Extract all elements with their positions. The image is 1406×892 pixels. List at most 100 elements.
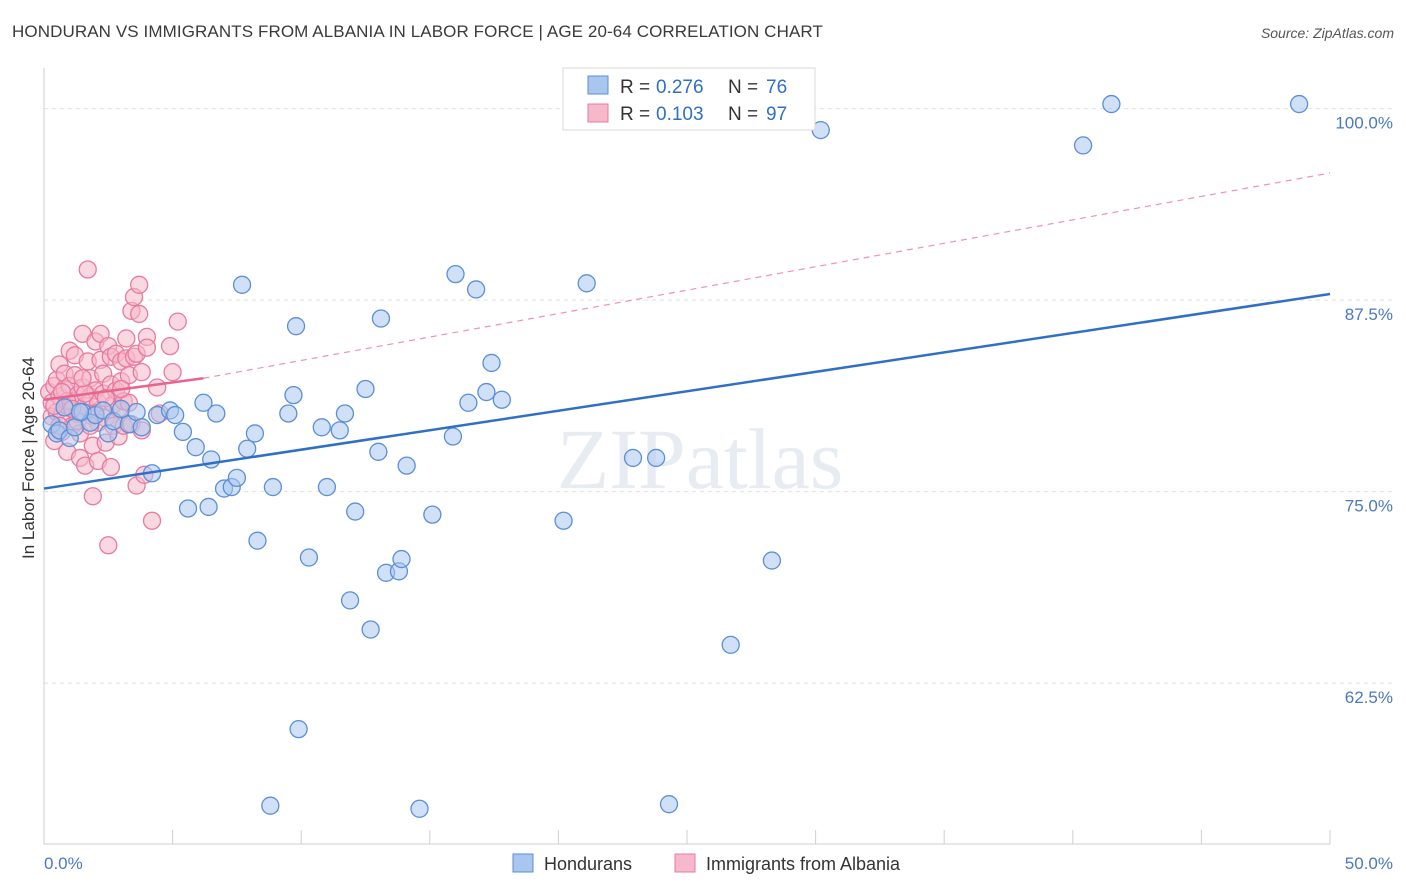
honduran-point	[112, 399, 131, 419]
trend-lines	[43, 172, 1331, 490]
series-legend-label-hondurans: Hondurans	[544, 854, 632, 874]
chart-source: Source: ZipAtlas.com	[1260, 25, 1394, 41]
honduran-point	[279, 404, 298, 423]
albania-trend-line-extended	[203, 172, 1331, 379]
honduran-point	[577, 274, 596, 293]
honduran-point	[356, 379, 375, 399]
albania-point	[78, 260, 97, 279]
y-tick-label: 87.5%	[1345, 305, 1393, 324]
honduran-point	[127, 402, 146, 422]
honduran-point	[312, 418, 331, 437]
honduran-point	[721, 635, 740, 654]
honduran-point	[371, 309, 391, 328]
series-legend-swatch-albania	[674, 853, 696, 873]
stats-legend: R = 0.276 N = 76 R = 0.103 N = 97	[562, 67, 816, 131]
x-tick-label-min: 0.0%	[44, 854, 83, 873]
grid-lines	[44, 108, 1393, 684]
honduran-point	[361, 620, 380, 639]
legend-swatch-blue	[587, 75, 609, 95]
honduran-point	[1073, 136, 1093, 155]
honduran-point	[477, 382, 496, 402]
honduran-point	[459, 393, 478, 412]
honduran-point	[261, 796, 280, 815]
honduran-point	[482, 353, 501, 373]
honduran-point	[446, 264, 465, 284]
honduran-point	[70, 402, 90, 422]
albania-trend-line	[43, 377, 204, 401]
honduran-point	[263, 477, 283, 497]
albania-point	[130, 275, 149, 294]
honduran-point	[317, 477, 337, 497]
albania-point	[148, 378, 167, 397]
series-legend-label-albania: Immigrants from Albania	[706, 854, 901, 874]
y-tick-labels: 62.5% 75.0% 87.5% 100.0%	[1335, 114, 1393, 708]
y-tick-label: 75.0%	[1345, 497, 1393, 516]
legend-r-label-1: R =	[620, 77, 650, 98]
honduran-point	[762, 551, 782, 570]
albania-point	[73, 369, 92, 388]
honduran-point	[330, 421, 349, 440]
honduran-point	[227, 468, 247, 488]
albania-point	[117, 329, 136, 348]
albania-point	[160, 336, 180, 356]
honduran-point	[646, 448, 666, 468]
albania-point	[101, 457, 121, 477]
honduran-point	[299, 548, 319, 567]
series-legend-swatch-hondurans	[512, 853, 534, 873]
albania-point	[163, 362, 182, 382]
x-ticks	[43, 830, 1331, 844]
honduran-point	[166, 405, 185, 425]
honduran-point	[443, 427, 463, 446]
albania-point	[132, 362, 151, 382]
honduran-point	[335, 404, 355, 423]
honduran-point	[346, 502, 365, 521]
honduran-point	[65, 418, 85, 437]
legend-n-label-2: N =	[728, 104, 758, 125]
honduran-point	[207, 404, 226, 423]
albania-point	[168, 312, 187, 331]
legend-r-label-2: R =	[620, 104, 650, 125]
honduran-point	[245, 424, 265, 443]
honduran-point	[423, 505, 442, 524]
legend-r-value-1: 0.276	[656, 77, 704, 98]
honduran-point	[238, 439, 257, 458]
honduran-point	[1102, 94, 1121, 114]
honduran-point	[132, 418, 151, 437]
x-tick-label-max: 50.0%	[1345, 854, 1393, 873]
honduran-point	[340, 591, 360, 610]
watermark: ZIPatlas	[557, 411, 844, 507]
legend-n-value-2: 97	[766, 104, 787, 125]
y-tick-label: 62.5%	[1345, 688, 1393, 707]
legend-r-value-2: 0.103	[656, 104, 704, 125]
honduran-point	[554, 511, 573, 530]
honduran-point	[289, 719, 308, 739]
y-axis-label: In Labor Force | Age 20-64	[19, 357, 38, 559]
honduran-point	[392, 549, 411, 569]
honduran-point	[410, 799, 429, 818]
honduran-point	[55, 398, 74, 417]
albania-point	[83, 487, 103, 506]
honduran-point	[623, 448, 643, 468]
honduran-point	[186, 438, 205, 457]
albania-point	[99, 536, 118, 555]
honduran-point	[248, 531, 267, 550]
legend-swatch-pink	[587, 103, 609, 123]
honduran-point	[199, 497, 218, 517]
honduran-points	[42, 94, 1309, 818]
honduran-point	[369, 442, 388, 461]
honduran-point	[284, 385, 303, 405]
albania-point	[130, 304, 149, 324]
honduran-point	[492, 390, 511, 409]
honduran-point	[466, 280, 486, 299]
chart-title: HONDURAN VS IMMIGRANTS FROM ALBANIA IN L…	[12, 22, 823, 41]
albania-point	[142, 511, 162, 530]
honduran-point	[397, 456, 416, 475]
honduran-point	[173, 422, 193, 442]
legend-n-value-1: 76	[766, 77, 787, 98]
honduran-trend-line	[43, 292, 1331, 490]
honduran-point	[659, 795, 679, 814]
honduran-point	[1289, 94, 1309, 114]
albania-point	[137, 338, 157, 357]
honduran-point	[194, 393, 213, 412]
